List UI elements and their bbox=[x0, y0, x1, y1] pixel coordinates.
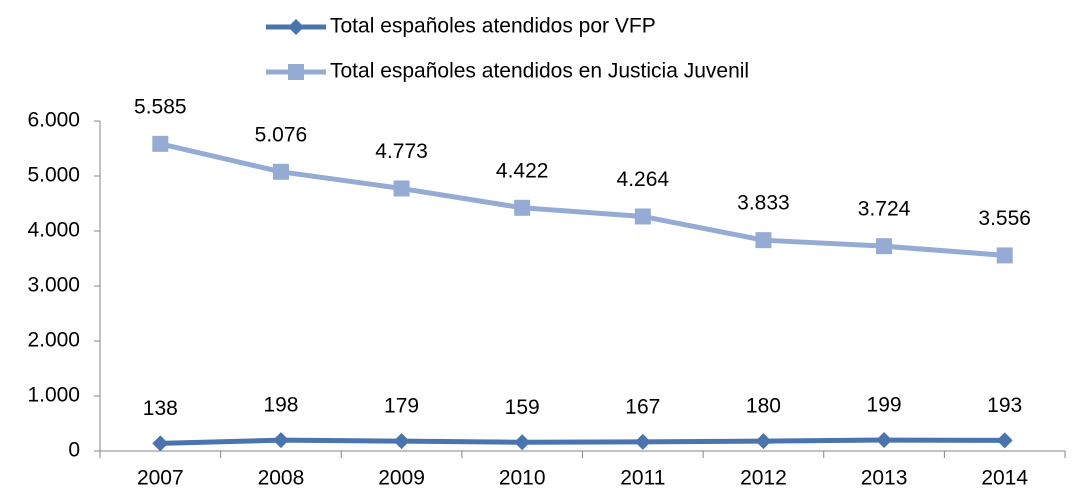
x-tick-label: 2007 bbox=[137, 467, 184, 490]
x-tick-label: 2008 bbox=[258, 467, 305, 490]
point-marker bbox=[393, 180, 410, 197]
point-marker bbox=[996, 432, 1013, 449]
point-marker bbox=[152, 135, 169, 152]
point-marker bbox=[876, 432, 893, 449]
data-label: 3.556 bbox=[978, 207, 1031, 230]
y-tick-label: 5.000 bbox=[27, 164, 80, 187]
y-tick-label: 4.000 bbox=[27, 219, 80, 242]
x-tick-label: 2010 bbox=[499, 467, 546, 490]
data-label: 179 bbox=[384, 395, 419, 418]
point-marker bbox=[152, 435, 169, 452]
y-tick-label: 0 bbox=[68, 439, 80, 462]
x-tick-label: 2011 bbox=[620, 467, 665, 490]
data-label: 3.833 bbox=[737, 192, 790, 215]
legend-marker bbox=[288, 64, 304, 80]
data-label: 193 bbox=[987, 394, 1022, 417]
data-label: 167 bbox=[625, 395, 660, 418]
point-marker bbox=[514, 434, 531, 451]
data-label: 198 bbox=[263, 394, 298, 417]
point-marker bbox=[514, 199, 531, 216]
point-marker bbox=[876, 238, 893, 255]
y-tick-label: 2.000 bbox=[27, 329, 80, 352]
legend-label: Total españoles atendidos en Justicia Ju… bbox=[330, 60, 749, 83]
y-tick-label: 6.000 bbox=[27, 109, 80, 132]
data-label: 4.422 bbox=[496, 159, 549, 182]
point-marker bbox=[393, 433, 410, 450]
data-label: 138 bbox=[143, 397, 178, 420]
x-tick-label: 2009 bbox=[378, 467, 425, 490]
point-marker bbox=[272, 432, 289, 449]
point-marker bbox=[996, 247, 1013, 264]
data-label: 199 bbox=[867, 394, 902, 417]
legend-label: Total españoles atendidos por VFP bbox=[330, 15, 656, 38]
legend-marker bbox=[288, 19, 304, 35]
data-label: 4.773 bbox=[375, 140, 428, 163]
x-tick-label: 2013 bbox=[861, 467, 908, 490]
x-tick-label: 2014 bbox=[981, 467, 1028, 490]
data-label: 3.724 bbox=[858, 198, 911, 221]
point-marker bbox=[755, 433, 772, 450]
point-marker bbox=[634, 433, 651, 450]
point-marker bbox=[755, 232, 772, 249]
x-tick-label: 2012 bbox=[740, 467, 787, 490]
point-marker bbox=[634, 208, 651, 225]
data-label: 5.076 bbox=[255, 123, 308, 146]
data-label: 159 bbox=[505, 396, 540, 419]
data-label: 5.585 bbox=[134, 95, 187, 118]
series-line bbox=[159, 141, 1005, 258]
y-tick-label: 1.000 bbox=[27, 384, 80, 407]
y-tick-label: 3.000 bbox=[27, 274, 80, 297]
data-label: 4.264 bbox=[617, 168, 670, 191]
data-label: 180 bbox=[746, 395, 781, 418]
point-marker bbox=[272, 163, 289, 180]
series-line bbox=[160, 437, 1005, 446]
